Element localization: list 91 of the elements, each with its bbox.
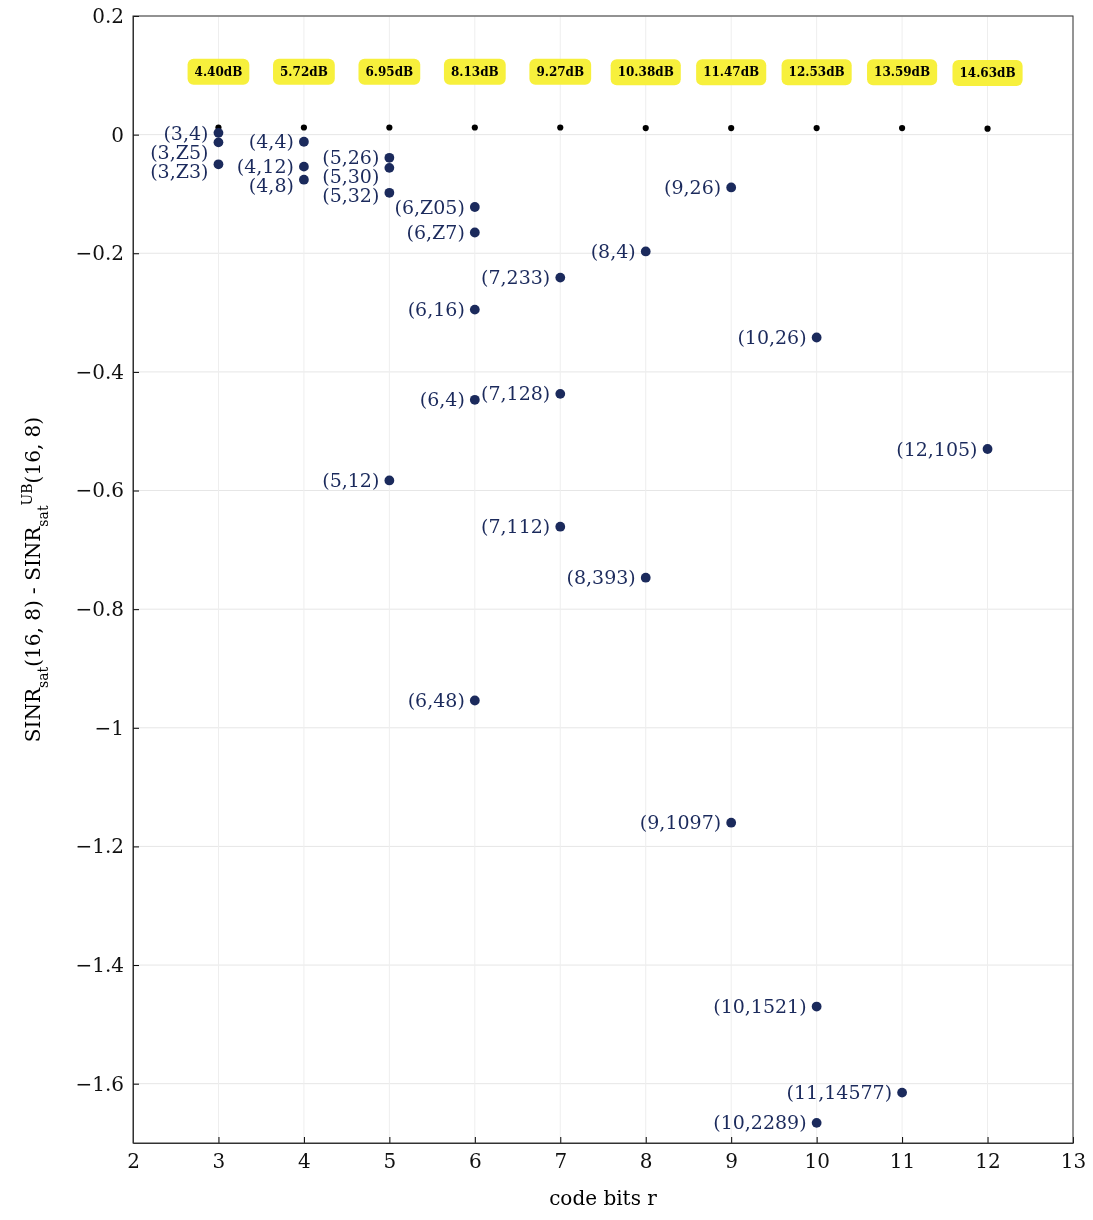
point (982, 444, 993, 454)
annotation: 14.63dB (959, 65, 1016, 80)
y-tick-label: −1.6 (75, 1071, 124, 1096)
point (899, 125, 906, 132)
annotation: (10,26) (737, 326, 807, 349)
annotation: 4.40dB (194, 64, 243, 79)
annotation: (6,16) (407, 298, 465, 321)
annotation: 10.38dB (617, 65, 674, 80)
point (469, 202, 480, 212)
annotation: 8.13dB (450, 64, 499, 79)
y-tick-label: −1 (94, 715, 124, 740)
annotation: (10,1521) (713, 995, 807, 1018)
x-tick-label: 6 (468, 1149, 482, 1173)
annotation: (6,Z05) (394, 195, 465, 218)
x-tick-label: 13 (1060, 1149, 1087, 1173)
y-tick-label: 0.2 (92, 3, 124, 28)
x-tick-label: 7 (554, 1149, 568, 1173)
point (299, 174, 309, 185)
x-tick-label: 3 (212, 1149, 226, 1173)
x-axis-title: code bits r (549, 1186, 658, 1210)
annotation: (11,14577) (786, 1081, 893, 1104)
annotation: 13.59dB (874, 65, 931, 80)
point (384, 475, 395, 486)
point (557, 124, 564, 131)
y-tick-label: −1.2 (75, 834, 124, 859)
y-tick-label: −0.4 (75, 359, 124, 384)
point (555, 521, 566, 532)
annotation: 12.53dB (788, 65, 845, 80)
point (813, 125, 820, 132)
annotation: (3,4) (163, 121, 209, 144)
point (469, 304, 480, 315)
x-tick-label: 4 (298, 1149, 311, 1173)
point (471, 124, 478, 131)
point (213, 137, 224, 148)
point (384, 152, 395, 163)
y-tick-label: −0.6 (75, 478, 124, 503)
annotation: 11.47dB (703, 65, 760, 80)
point (299, 136, 309, 147)
point (384, 187, 395, 198)
annotation: (7,233) (481, 266, 551, 289)
annotation: (7,112) (481, 515, 551, 538)
point (555, 272, 566, 283)
y-tick-label: −1.4 (75, 952, 124, 977)
point (555, 388, 566, 399)
annotation: (12,105) (896, 437, 978, 460)
annotation: 6.95dB (365, 64, 414, 79)
point (469, 394, 480, 405)
annotation: (9,1097) (639, 811, 722, 834)
annotation: (6,4) (419, 388, 465, 411)
point (897, 1087, 907, 1098)
annotation: (4,12) (236, 155, 294, 178)
point (640, 572, 651, 583)
x-tick-label: 10 (804, 1149, 830, 1173)
point (469, 695, 480, 706)
point (384, 162, 395, 173)
point (386, 124, 393, 131)
annotation: (5,12) (322, 469, 380, 492)
point (640, 246, 651, 257)
annotation: (9,26) (664, 176, 722, 199)
x-tick-label: 12 (975, 1149, 1001, 1173)
annotation: (7,128) (481, 382, 551, 405)
point (728, 125, 735, 132)
x-tick-label: 2 (127, 1149, 140, 1173)
y-tick-label: −0.8 (75, 597, 124, 622)
point (213, 127, 224, 138)
point (811, 332, 822, 343)
annotation: (5,26) (322, 146, 380, 169)
y-tick-label: 0 (111, 122, 124, 147)
x-tick-label: 5 (383, 1149, 397, 1173)
point (642, 125, 649, 132)
y-tick-label: −0.2 (75, 241, 124, 266)
point (811, 1001, 822, 1012)
x-tick-label: 11 (889, 1149, 916, 1173)
annotation: (8,4) (590, 240, 636, 263)
point (811, 1117, 822, 1128)
point (300, 124, 307, 131)
x-tick-label: 9 (725, 1149, 739, 1173)
point (469, 227, 480, 238)
point (726, 817, 737, 828)
annotation: (10,2289) (713, 1111, 807, 1134)
point (984, 125, 991, 132)
annotation: (6,48) (407, 689, 465, 712)
annotation: (8,393) (566, 566, 636, 589)
annotation: (4,4) (248, 130, 294, 153)
point (299, 161, 309, 172)
point (213, 159, 224, 170)
x-tick-label: 8 (639, 1149, 653, 1173)
annotation: (6,Z7) (406, 221, 465, 244)
annotation: 5.72dB (280, 64, 328, 79)
annotation: 9.27dB (536, 64, 585, 79)
point (726, 182, 737, 193)
